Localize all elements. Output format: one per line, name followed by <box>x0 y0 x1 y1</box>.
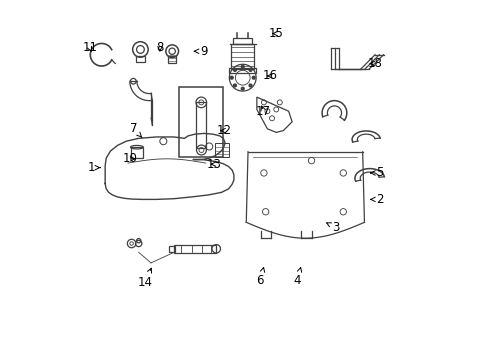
Text: 5: 5 <box>370 166 383 179</box>
Bar <box>136 56 144 62</box>
Bar <box>174 244 216 253</box>
Bar <box>168 246 175 252</box>
Bar <box>196 102 206 148</box>
Text: 16: 16 <box>263 69 278 82</box>
Bar <box>179 86 223 157</box>
Circle shape <box>233 68 236 71</box>
Text: 11: 11 <box>82 41 97 54</box>
Circle shape <box>252 76 255 79</box>
Bar <box>130 147 143 158</box>
Bar <box>233 38 252 44</box>
Text: 1: 1 <box>87 161 101 174</box>
Circle shape <box>241 87 244 90</box>
Text: 6: 6 <box>256 267 264 287</box>
Circle shape <box>241 65 244 68</box>
Circle shape <box>230 76 233 79</box>
Bar <box>231 44 254 69</box>
Text: 3: 3 <box>326 221 339 234</box>
Circle shape <box>248 84 251 87</box>
Bar <box>214 143 228 157</box>
Text: 17: 17 <box>255 105 270 118</box>
Text: 4: 4 <box>293 267 301 287</box>
Text: 15: 15 <box>268 27 283 40</box>
Circle shape <box>248 68 251 71</box>
Bar <box>167 56 176 63</box>
Text: 2: 2 <box>370 193 383 206</box>
Text: 8: 8 <box>156 41 163 54</box>
Text: 18: 18 <box>366 57 381 70</box>
Text: 13: 13 <box>206 158 221 171</box>
Bar <box>229 68 256 73</box>
Text: 14: 14 <box>138 268 152 289</box>
Text: 10: 10 <box>122 152 138 165</box>
Text: 9: 9 <box>194 45 207 58</box>
Text: 12: 12 <box>217 124 232 137</box>
Circle shape <box>233 84 236 87</box>
Text: 7: 7 <box>130 122 142 138</box>
